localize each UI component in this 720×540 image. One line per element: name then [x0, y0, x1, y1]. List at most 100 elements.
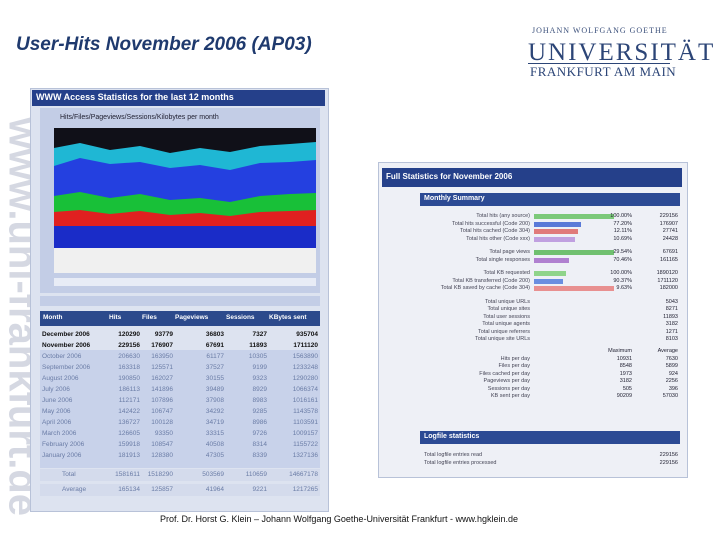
slide-title: User-Hits November 2006 (AP03)	[16, 34, 312, 55]
summary-value: 229156	[659, 213, 678, 219]
table-cell: 162027	[151, 375, 173, 382]
perday-header: Average	[657, 347, 678, 354]
count-value: 5043	[665, 298, 678, 305]
table-body-bg	[40, 350, 320, 468]
table-cell: 93779	[154, 331, 173, 338]
summary-value: 67691	[662, 249, 678, 255]
summary-bar	[534, 278, 563, 284]
table-cell: July 2006	[42, 386, 70, 393]
table-cell: 206630	[118, 353, 140, 360]
perday-avg: 2256	[665, 378, 678, 384]
table-cell: 935704	[296, 331, 318, 338]
table-cell: 126605	[118, 430, 140, 437]
table-cell: 39489	[205, 386, 224, 393]
table-cell: August 2006	[42, 375, 79, 382]
totals-cell: 165134	[118, 486, 140, 493]
table-cell: 128380	[151, 452, 173, 459]
totals-cell: 14667178	[289, 471, 318, 478]
summary-percent: 29.54%	[613, 249, 632, 255]
summary-label: Total KB saved by cache (Code 304)	[440, 285, 530, 291]
table-cell: 100128	[151, 419, 173, 426]
table-cell: 190850	[118, 375, 140, 382]
totals-row-bg	[40, 469, 320, 481]
table-cell: 1016161	[292, 397, 318, 404]
table-cell: 33315	[205, 430, 224, 437]
summary-percent: 77.20%	[613, 220, 632, 227]
table-cell: September 2006	[42, 364, 91, 371]
logfile-label: Total logfile entries processed	[424, 460, 497, 466]
table-header-bg	[40, 311, 320, 326]
chart-caption: Hits/Files/Pageviews/Sessions/Kilobytes …	[60, 114, 219, 121]
perday-max: 1973	[619, 370, 632, 377]
totals-cell: 110659	[245, 471, 267, 478]
table-cell: 11893	[249, 342, 267, 349]
perday-max: 3182	[619, 378, 632, 384]
summary-value: 24428	[662, 235, 678, 242]
right-panel	[378, 162, 688, 478]
table-cell: 1066374	[292, 386, 318, 393]
table-cell: 141896	[151, 386, 173, 393]
axis-labels	[54, 278, 316, 286]
logfile-title: Logfile statistics	[424, 433, 480, 440]
table-cell: 107896	[151, 397, 173, 404]
table-cell: 9199	[252, 364, 267, 371]
table-cell: 36803	[205, 331, 224, 338]
table-header-cell: Month	[43, 314, 63, 321]
table-cell: November 2006	[42, 342, 91, 349]
table-cell: 142422	[118, 408, 140, 415]
table-cell: 1143578	[293, 408, 318, 415]
count-label: Total user sessions	[483, 313, 530, 320]
perday-avg: 57030	[662, 393, 678, 399]
footer: Prof. Dr. Horst G. Klein – Johann Wolfga…	[160, 514, 518, 524]
count-value: 1271	[665, 328, 678, 335]
summary-label: Total KB requested	[483, 270, 530, 276]
table-cell: 229156	[118, 342, 140, 349]
right-title-bar	[382, 168, 682, 187]
table-header-cell: Pageviews	[175, 314, 209, 321]
summary-bar	[534, 286, 614, 291]
count-label: Total unique referrers	[478, 328, 530, 335]
table-cell: 136727	[118, 419, 140, 426]
summary-label: Total single responses	[475, 256, 530, 263]
logfile-bar	[420, 431, 680, 444]
perday-avg: 396	[668, 385, 678, 392]
table-cell: June 2006	[42, 397, 73, 404]
summary-percent: 70.46%	[613, 256, 632, 263]
logo-main: UNIVERSITÄT	[528, 39, 716, 66]
table-cell: 1155722	[293, 441, 318, 448]
perday-label: Hits per day	[500, 355, 530, 362]
table-cell: 1103591	[293, 419, 318, 426]
table-header-cell: Files	[142, 314, 157, 321]
logo-top: JOHANN WOLFGANG GOETHE	[532, 26, 668, 35]
table-cell: 1563890	[292, 353, 318, 360]
perday-max: 10931	[616, 355, 632, 362]
summary-percent: 90.37%	[613, 277, 632, 284]
summary-value: 176907	[659, 220, 678, 227]
table-cell: 47305	[205, 452, 224, 459]
summary-bar	[534, 221, 581, 227]
summary-label: Total KB transferred (Code 200)	[452, 277, 530, 284]
perday-avg: 924	[668, 370, 678, 377]
summary-value: 161165	[660, 256, 678, 263]
count-value: 8271	[665, 306, 678, 312]
table-cell: April 2006	[42, 419, 72, 426]
totals-cell: Average	[62, 486, 87, 493]
table-cell: 163950	[151, 353, 173, 360]
table-cell: 37527	[205, 364, 224, 371]
table-cell: 37908	[205, 397, 224, 404]
table-header-cell: Sessions	[226, 314, 255, 321]
table-cell: January 2006	[42, 452, 82, 459]
section-title: Monthly Summary	[424, 195, 485, 202]
totals-cell: 1217265	[292, 486, 318, 493]
layer	[54, 248, 316, 273]
summary-value: 27741	[662, 228, 678, 234]
table-cell: 120290	[118, 331, 140, 338]
perday-max: 90209	[616, 393, 632, 399]
table-cell: 10305	[248, 353, 267, 360]
perday-max: 505	[622, 385, 632, 392]
table-cell: March 2006	[42, 430, 77, 437]
count-value: 3182	[665, 321, 678, 327]
summary-value: 182000	[659, 285, 678, 291]
